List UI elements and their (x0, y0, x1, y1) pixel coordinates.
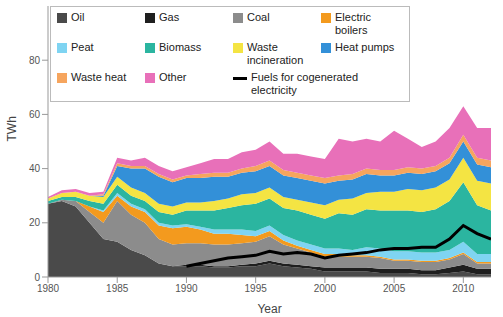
html-text:Waste heat: Waste heat (71, 71, 127, 83)
svg-text:2000: 2000 (314, 283, 337, 294)
svg-text:20: 20 (29, 217, 41, 228)
html-text:Peat: Peat (71, 41, 94, 53)
html-text:Other: Other (159, 71, 187, 83)
svg-text:1980: 1980 (37, 283, 60, 294)
svg-text:1995: 1995 (245, 283, 268, 294)
svg-text:0: 0 (34, 272, 40, 283)
svg-text:TWh: TWh (8, 116, 19, 141)
html-text:Fuels for cogenerated electric: Fuels for cogenerated electricity (251, 71, 358, 96)
svg-text:1990: 1990 (175, 283, 198, 294)
html-text:Biomass: Biomass (159, 41, 202, 53)
html-text:Waste incineration: Waste incineration (247, 41, 304, 66)
svg-text:Year: Year (257, 302, 281, 316)
svg-text:2010: 2010 (452, 283, 475, 294)
svg-text:40: 40 (29, 163, 41, 174)
html-text:Coal: Coal (247, 11, 270, 23)
html-text:Electric boilers: Electric boilers (335, 11, 372, 36)
svg-text:60: 60 (29, 109, 41, 120)
html-text:Gas: Gas (159, 11, 180, 23)
svg-text:2005: 2005 (383, 283, 406, 294)
svg-text:1985: 1985 (106, 283, 129, 294)
html-text:Heat pumps: Heat pumps (335, 41, 395, 53)
html-text:Oil: Oil (71, 11, 85, 23)
svg-text:80: 80 (29, 55, 41, 66)
